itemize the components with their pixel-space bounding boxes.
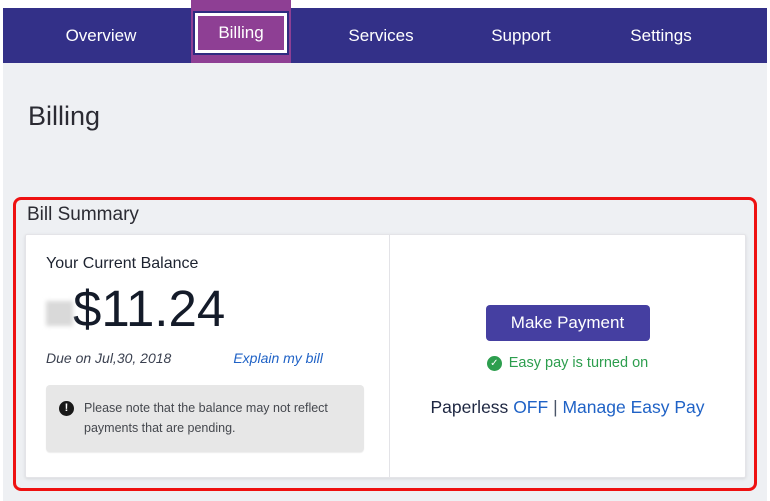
balance-row: $11.24 bbox=[46, 282, 389, 335]
tab-settings-label: Settings bbox=[630, 25, 692, 45]
tab-settings[interactable]: Settings bbox=[591, 8, 731, 63]
bill-summary-card: Your Current Balance $11.24 Due on Jul,3… bbox=[25, 234, 746, 478]
annotation-highlight-box: Bill Summary Your Current Balance $11.24… bbox=[13, 197, 757, 491]
balance-amount: $11.24 bbox=[73, 280, 226, 337]
page-title: Billing bbox=[28, 101, 101, 131]
paperless-row: Paperless OFF | Manage Easy Pay bbox=[430, 397, 704, 418]
redacted-blur-box bbox=[46, 301, 73, 327]
check-circle-icon: ✓ bbox=[486, 355, 502, 371]
due-row: Due on Jul,30, 2018 Explain my bill bbox=[46, 350, 389, 366]
tab-overview-label: Overview bbox=[65, 25, 137, 45]
pending-payments-note-text: Please note that the balance may not ref… bbox=[84, 401, 328, 436]
balance-panel: Your Current Balance $11.24 Due on Jul,3… bbox=[26, 235, 390, 477]
easypay-status-row: ✓ Easy pay is turned on bbox=[486, 355, 649, 371]
top-nav: Overview Billing Services Support Settin… bbox=[3, 0, 767, 66]
tab-billing[interactable]: Billing bbox=[191, 0, 291, 66]
explain-my-bill-link[interactable]: Explain my bill bbox=[233, 350, 323, 367]
manage-easy-pay-link[interactable]: Manage Easy Pay bbox=[562, 397, 705, 417]
tab-billing-label: Billing bbox=[193, 11, 289, 55]
make-payment-button[interactable]: Make Payment bbox=[485, 305, 650, 341]
tab-support[interactable]: Support bbox=[451, 8, 591, 63]
tab-overview[interactable]: Overview bbox=[31, 8, 171, 63]
bill-summary-title: Bill Summary bbox=[27, 204, 139, 225]
tab-services[interactable]: Services bbox=[311, 8, 451, 63]
pending-payments-note: ! Please note that the balance may not r… bbox=[46, 385, 364, 453]
paperless-off-link[interactable]: OFF bbox=[513, 397, 549, 417]
due-date-text: Due on Jul,30, 2018 bbox=[46, 350, 172, 367]
tab-services-label: Services bbox=[348, 25, 414, 45]
paperless-label: Paperless bbox=[430, 397, 509, 417]
content-area: Billing Bill Summary Your Current Balanc… bbox=[3, 63, 767, 501]
balance-label: Your Current Balance bbox=[46, 255, 199, 272]
payment-panel: Make Payment ✓ Easy pay is turned on Pap… bbox=[390, 235, 745, 477]
info-icon: ! bbox=[59, 401, 74, 417]
tab-support-label: Support bbox=[491, 25, 551, 45]
easypay-status-text: Easy pay is turned on bbox=[508, 355, 649, 371]
separator: | bbox=[553, 397, 558, 417]
